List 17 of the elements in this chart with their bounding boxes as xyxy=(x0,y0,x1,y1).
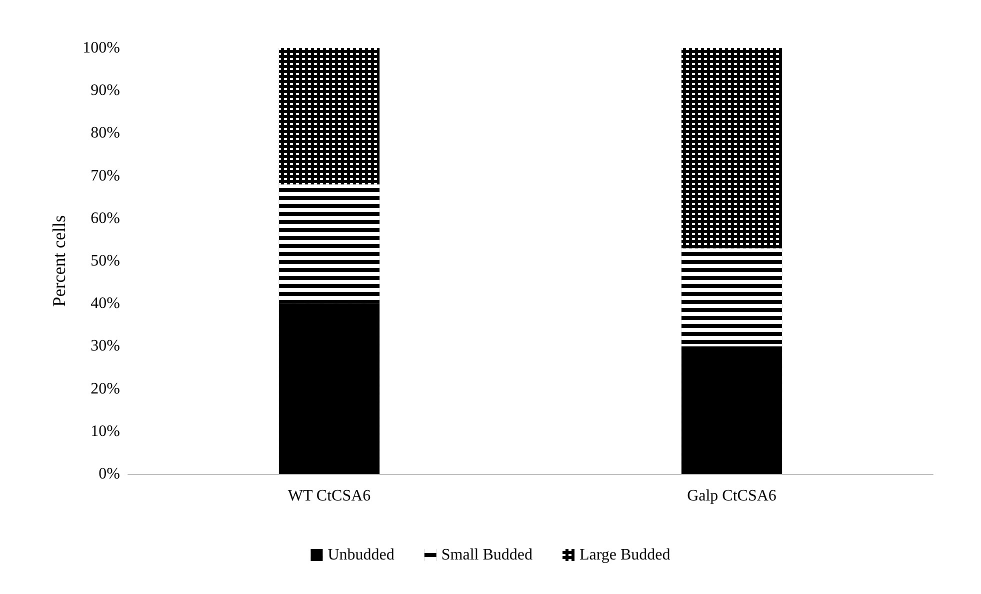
y-tick-label: 40% xyxy=(90,295,120,312)
y-tick-label: 0% xyxy=(98,466,120,482)
y-tick-label: 50% xyxy=(90,252,120,270)
y-tick-label: 60% xyxy=(90,210,120,227)
y-axis-title: Percent cells xyxy=(49,215,69,307)
legend-label: Small Budded xyxy=(441,546,532,564)
legend-label: Large Budded xyxy=(579,546,670,564)
y-tick-label: 90% xyxy=(90,82,120,100)
y-tick-label: 20% xyxy=(90,380,120,398)
x-tick-label: WT CtCSA6 xyxy=(288,488,371,504)
y-tick-label: 70% xyxy=(90,167,120,184)
y-tick-label: 80% xyxy=(90,124,120,142)
y-tick-label: 10% xyxy=(90,422,120,440)
legend-label: Unbudded xyxy=(328,546,394,564)
x-tick-label: Galp CtCSA6 xyxy=(687,488,776,504)
y-tick-label: 30% xyxy=(90,338,120,355)
y-tick-label: 100% xyxy=(82,40,120,56)
